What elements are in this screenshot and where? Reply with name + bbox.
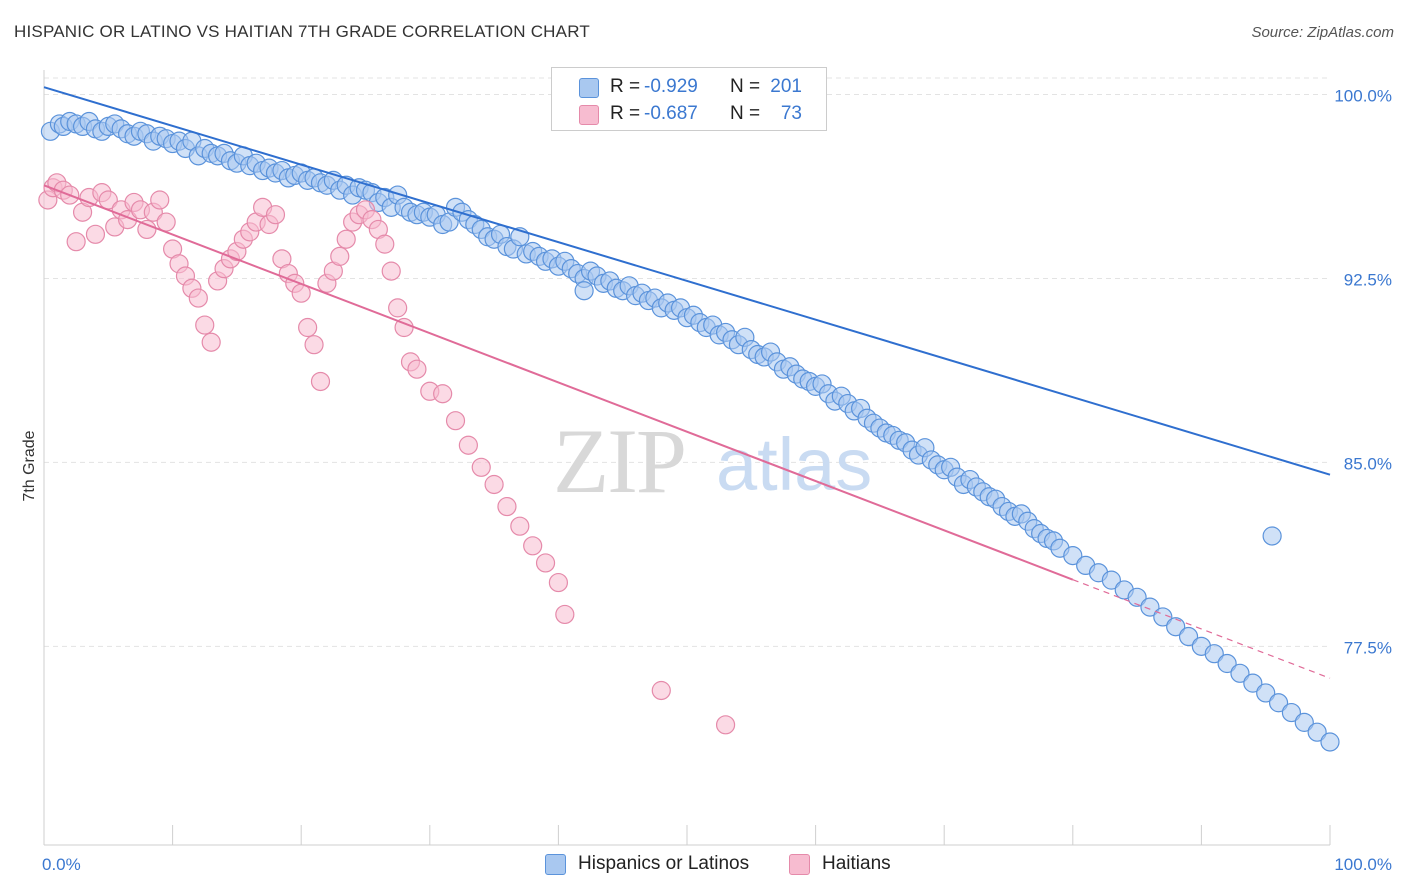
data-point <box>433 384 453 404</box>
data-point <box>388 298 408 318</box>
data-point <box>375 234 395 254</box>
legend-n-value: 73 <box>780 103 802 124</box>
data-point <box>510 516 530 536</box>
data-point <box>150 190 170 210</box>
data-point <box>1166 617 1186 637</box>
chart-title: HISPANIC OR LATINO VS HAITIAN 7TH GRADE … <box>14 22 590 41</box>
watermark-zip: ZIP <box>553 410 685 512</box>
data-point <box>1140 597 1160 617</box>
data-point <box>1307 722 1327 742</box>
trend-line-haitians-projection <box>1072 579 1331 679</box>
data-point <box>381 261 401 281</box>
data-point <box>304 335 324 355</box>
legend-row-hispanics: R = -0.929 N = 201 <box>552 74 826 100</box>
data-point <box>651 680 671 701</box>
data-point <box>1101 570 1121 590</box>
data-point <box>458 435 478 455</box>
data-point <box>85 224 106 244</box>
data-point <box>1281 702 1302 723</box>
y-tick-label: 85.0% <box>1344 454 1392 473</box>
data-point <box>1127 587 1147 607</box>
data-point <box>310 371 331 392</box>
watermark: ZIP atlas <box>553 410 872 512</box>
series-haitians-points <box>38 173 736 735</box>
legend-label: Hispanics or Latinos <box>578 853 750 874</box>
data-point <box>715 715 736 735</box>
data-point <box>497 496 517 517</box>
legend-r-value: -0.687 <box>644 103 698 124</box>
legend-r-label: R = <box>610 76 641 97</box>
data-point <box>1243 673 1263 693</box>
data-point <box>1063 546 1083 566</box>
legend-r-value: -0.929 <box>644 76 698 97</box>
data-point <box>1230 663 1250 683</box>
chart-source: Source: ZipAtlas.com <box>1251 24 1394 41</box>
data-point <box>471 457 491 477</box>
legend-swatch-blue <box>545 854 566 875</box>
axes <box>43 70 1331 846</box>
data-point <box>336 229 356 249</box>
x-tick-label: 100.0% <box>1334 855 1392 874</box>
data-point <box>201 332 221 352</box>
data-point <box>1178 626 1199 647</box>
data-point <box>1256 683 1276 703</box>
data-point <box>535 553 556 573</box>
legend-n-label: N = <box>730 103 761 124</box>
legend-n-value: 201 <box>770 76 802 97</box>
data-point <box>1320 732 1340 752</box>
data-point <box>1262 526 1282 546</box>
data-point <box>330 246 350 266</box>
data-point <box>1268 693 1289 713</box>
data-point <box>484 474 504 495</box>
data-point <box>66 232 86 252</box>
data-point <box>445 411 466 431</box>
correlation-legend: R = -0.929 N = 201 R = -0.687 N = 73 <box>551 67 827 131</box>
legend-n-label: N = <box>730 76 761 97</box>
y-axis-label: 7th Grade <box>21 430 38 501</box>
legend-r-label: R = <box>610 103 641 124</box>
trend-line-haitians <box>43 184 1074 581</box>
trend-line-hispanics <box>43 86 1331 476</box>
data-point <box>555 604 575 625</box>
data-point <box>188 288 208 308</box>
data-point <box>1294 712 1314 732</box>
data-point <box>1217 653 1237 674</box>
data-point <box>523 536 543 556</box>
series-legend: Hispanics or Latinos Haitians <box>0 852 1406 878</box>
data-point <box>298 317 318 338</box>
data-point <box>265 205 286 225</box>
y-tick-label: 77.5% <box>1344 638 1392 657</box>
legend-swatch-blue <box>579 78 599 98</box>
data-point <box>407 359 427 379</box>
legend-row-haitians: R = -0.687 N = 73 <box>552 101 826 127</box>
data-point <box>137 219 157 240</box>
data-point <box>1204 644 1224 664</box>
tick-labels: 100.0% 92.5% 85.0% 77.5% 0.0% 100.0% <box>42 87 1392 874</box>
data-point <box>548 572 569 593</box>
series-hispanics-points <box>40 111 1340 752</box>
y-tick-label: 92.5% <box>1344 270 1392 289</box>
legend-swatch-pink <box>579 105 599 125</box>
data-point <box>195 315 215 335</box>
data-point <box>574 281 594 301</box>
legend-swatch-pink <box>789 854 810 875</box>
x-tick-label: 0.0% <box>42 855 81 874</box>
y-tick-label: 100.0% <box>1334 87 1392 106</box>
trend-lines <box>43 86 1331 679</box>
legend-label: Haitians <box>822 853 891 874</box>
data-point <box>156 212 176 232</box>
